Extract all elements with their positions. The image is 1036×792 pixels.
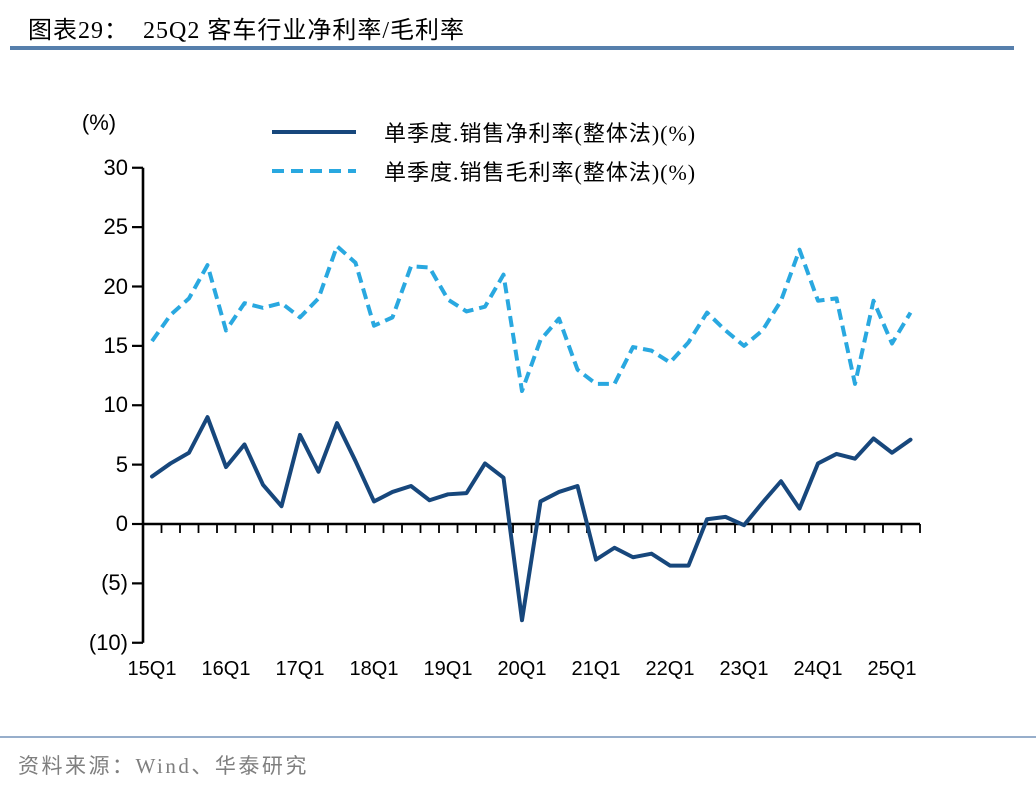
series-gross-margin-line [150, 244, 913, 393]
y-axis-tick-label: 30 [103, 154, 128, 180]
y-axis-tick-label: 10 [103, 392, 128, 418]
y-axis-tick-label: 5 [115, 451, 128, 477]
x-axis-tick-label: 24Q1 [793, 658, 843, 680]
y-axis-tick-label: 15 [103, 332, 128, 358]
x-axis-tick-label: 17Q1 [275, 658, 325, 680]
footer-divider [0, 736, 1036, 738]
x-axis-tick-label: 19Q1 [423, 658, 473, 680]
x-axis-tick-label: 16Q1 [201, 658, 251, 680]
source-text: 资料来源：Wind、华泰研究 [18, 754, 309, 778]
legend-item-net: 单季度.销售净利率(整体法)(%) [270, 118, 696, 146]
legend-label-gross: 单季度.销售毛利率(整体法)(%) [384, 160, 697, 185]
legend-item-gross: 单季度.销售毛利率(整体法)(%) [270, 157, 696, 185]
legend-label-net: 单季度.销售净利率(整体法)(%) [384, 121, 697, 146]
x-axis-tick-label: 20Q1 [497, 658, 547, 680]
y-axis-tick-label: (10) [88, 629, 128, 655]
series-net-margin-line [150, 415, 913, 623]
chart-legend: 单季度.销售净利率(整体法)(%) 单季度.销售毛利率(整体法)(%) [270, 118, 696, 185]
y-axis-tick-label: 20 [103, 273, 128, 299]
page-title: 图表29： 25Q2 客车行业净利率/毛利率 [28, 18, 465, 44]
x-axis-tick-label: 21Q1 [571, 658, 621, 680]
x-axis-tick-label: 18Q1 [349, 658, 399, 680]
x-axis-tick-label: 15Q1 [127, 658, 177, 680]
x-axis-tick-label: 22Q1 [645, 658, 695, 680]
legend-line-sample-net-icon [272, 130, 356, 134]
x-axis-tick-label: 25Q1 [867, 658, 917, 680]
legend-line-sample-gross-icon [272, 169, 356, 173]
y-axis-unit-label: (%) [81, 110, 117, 135]
x-axis-tick-label: 23Q1 [719, 658, 769, 680]
y-axis-tick-label: 25 [103, 214, 128, 240]
axes [132, 166, 921, 644]
y-axis-tick-label: 0 [115, 511, 128, 536]
y-axis-tick-label: (5) [101, 570, 128, 596]
title-underline-rule [10, 46, 1014, 50]
